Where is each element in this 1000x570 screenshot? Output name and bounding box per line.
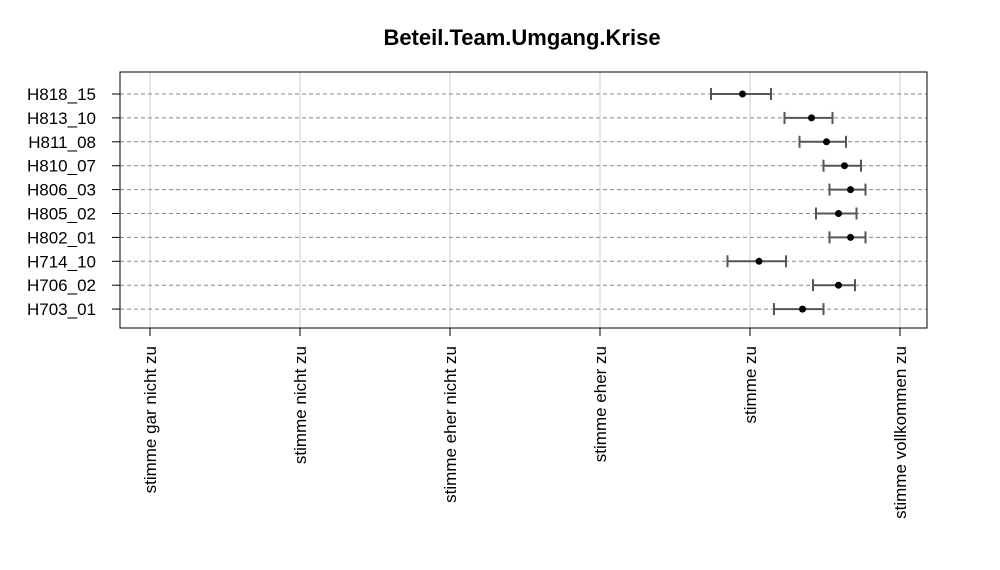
y-tick-label: H802_01 [27,228,96,247]
x-tick-label: stimme eher nicht zu [441,346,460,503]
data-points [739,90,854,313]
y-tick-label: H818_15 [27,85,96,104]
error-bars [710,88,867,316]
x-tick-label: stimme nicht zu [291,346,310,464]
chart-title: Beteil.Team.Umgang.Krise [383,25,660,50]
y-tick-label: H813_10 [27,109,96,128]
plot-frame [119,71,928,329]
y-tick-label: H806_03 [27,181,96,200]
y-tick-label: H811_08 [28,133,96,152]
data-point [841,162,848,170]
data-point [808,114,815,122]
y-axis-ticks: H818_15 H813_10 H811_08 H810_07 H806_03 H805_… [27,85,120,319]
x-tick-label: stimme gar nicht zu [141,346,160,493]
y-tick-label: H805_02 [27,205,96,224]
y-tick-label: H810_07 [27,157,96,176]
data-point [835,210,842,217]
x-tick-label: stimme vollkommen zu [891,346,910,519]
y-tick-label: H714_10 [27,252,96,271]
data-point [835,281,842,289]
x-axis-ticks: stimme gar nicht zu stimme nicht zu stimme… [141,328,910,519]
y-tick-label: H703_01 [27,300,96,319]
grid-lines [149,72,901,328]
data-point [847,186,854,194]
data-point [739,90,746,98]
row-guide-lines [120,93,927,310]
data-point [799,305,806,313]
y-tick-label: H706_02 [27,276,96,295]
data-point [823,138,830,146]
data-point [847,233,854,241]
x-tick-label: stimme eher zu [591,346,610,462]
x-tick-label: stimme zu [741,346,760,423]
data-point [755,257,763,265]
